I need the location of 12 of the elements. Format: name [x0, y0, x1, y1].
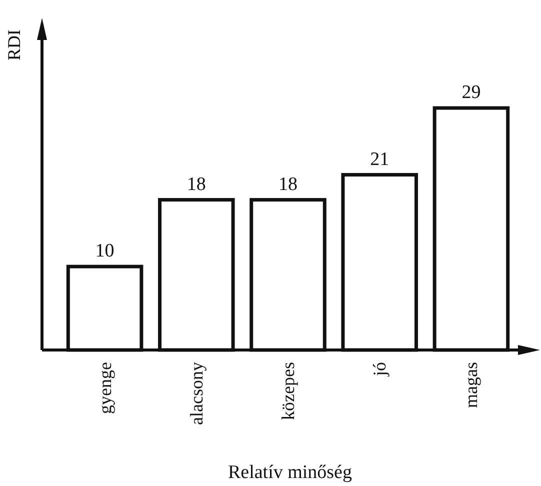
x-tick-label: alacsony — [186, 362, 206, 425]
x-tick-label: jó — [370, 362, 390, 378]
x-tick-label: magas — [461, 362, 482, 408]
data-label: 18 — [186, 174, 206, 195]
x-tick-label: gyenge — [94, 362, 115, 414]
y-axis-title: RDI — [4, 29, 24, 60]
x-axis-title: Relatív minőség — [228, 462, 352, 483]
data-label: 21 — [370, 148, 390, 170]
data-label: 18 — [278, 174, 298, 195]
data-label: 29 — [462, 82, 481, 103]
data-label: 10 — [95, 240, 114, 262]
x-tick-label: közepes — [278, 362, 298, 420]
